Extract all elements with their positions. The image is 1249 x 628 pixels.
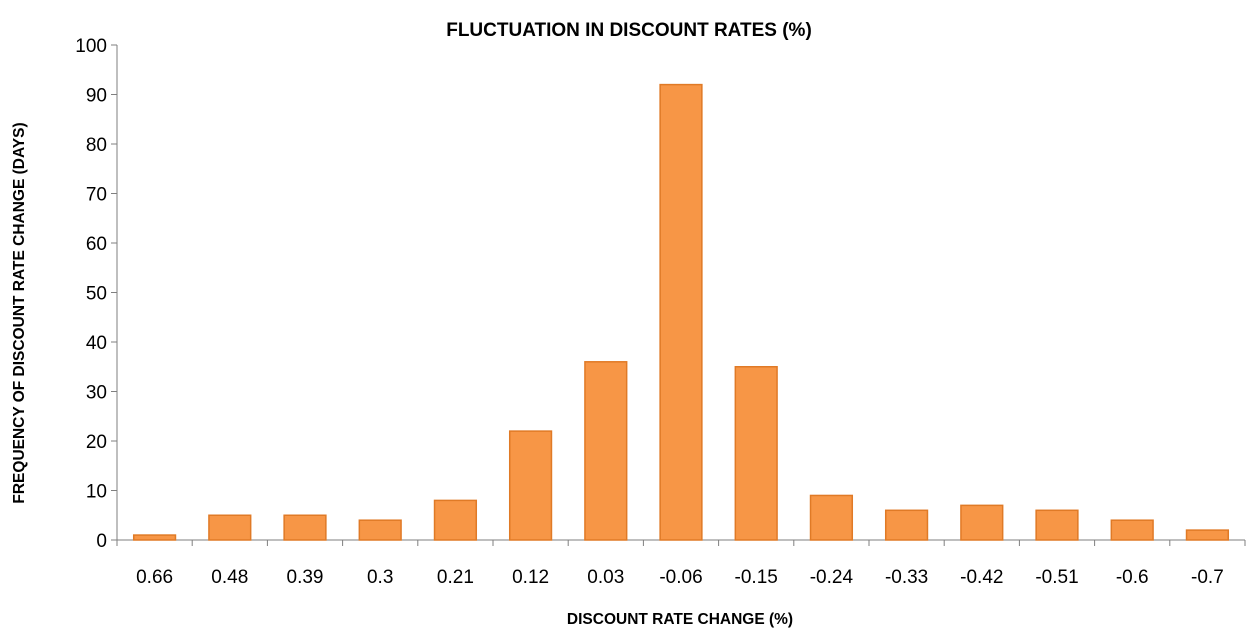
y-tick-label: 60 <box>86 234 107 255</box>
x-tick-label: 0.12 <box>512 567 549 588</box>
x-tick-label: -0.7 <box>1191 567 1224 588</box>
bar <box>358 519 402 541</box>
bar <box>584 361 628 541</box>
x-tick-label: -0.24 <box>810 567 854 588</box>
x-tick-label: -0.15 <box>735 567 778 588</box>
x-tick-label: 0.3 <box>367 567 393 588</box>
x-tick-label: 0.66 <box>136 567 173 588</box>
y-tick-label: 50 <box>86 284 107 305</box>
x-tick-label: -0.42 <box>960 567 1003 588</box>
bar <box>884 509 929 541</box>
y-tick-label: 0 <box>96 531 107 552</box>
x-tick-label: 0.03 <box>587 567 624 588</box>
bar <box>960 504 1004 541</box>
bar <box>1110 519 1154 541</box>
y-tick-label: 80 <box>86 135 107 156</box>
bar <box>809 494 854 541</box>
bar <box>433 499 478 541</box>
x-axis-label: DISCOUNT RATE CHANGE (%) <box>567 611 793 628</box>
y-tick-label: 30 <box>86 383 107 404</box>
bar <box>132 534 177 541</box>
x-tick-label: -0.33 <box>885 567 928 588</box>
y-tick-label: 10 <box>86 482 107 503</box>
y-tick-label: 100 <box>75 36 107 57</box>
bar <box>508 430 553 541</box>
x-tick-label: 0.21 <box>437 567 474 588</box>
y-axis-label: FREQUENCY OF DISCOUNT RATE CHANGE (DAYS) <box>11 122 28 503</box>
bar <box>1035 509 1079 541</box>
bar <box>208 514 252 541</box>
y-tick-label: 40 <box>86 333 107 354</box>
chart-title: FLUCTUATION IN DISCOUNT RATES (%) <box>446 20 812 41</box>
y-tick-label: 70 <box>86 185 107 206</box>
x-tick-label: -0.06 <box>659 567 702 588</box>
bar <box>283 514 327 541</box>
x-tick-label: 0.39 <box>287 567 324 588</box>
x-tick-label: -0.6 <box>1116 567 1149 588</box>
y-tick-label: 90 <box>86 86 107 107</box>
y-tick-label: 20 <box>86 432 107 453</box>
bar <box>734 366 778 541</box>
x-tick-label: -0.51 <box>1035 567 1078 588</box>
bar <box>1185 529 1230 541</box>
plot-area: 0 10 20 30 40 50 60 70 80 90 100 0.66 0.48 0.39 0.3 0.2… <box>75 36 1246 588</box>
bar <box>659 83 703 541</box>
x-tick-label: 0.48 <box>211 567 248 588</box>
